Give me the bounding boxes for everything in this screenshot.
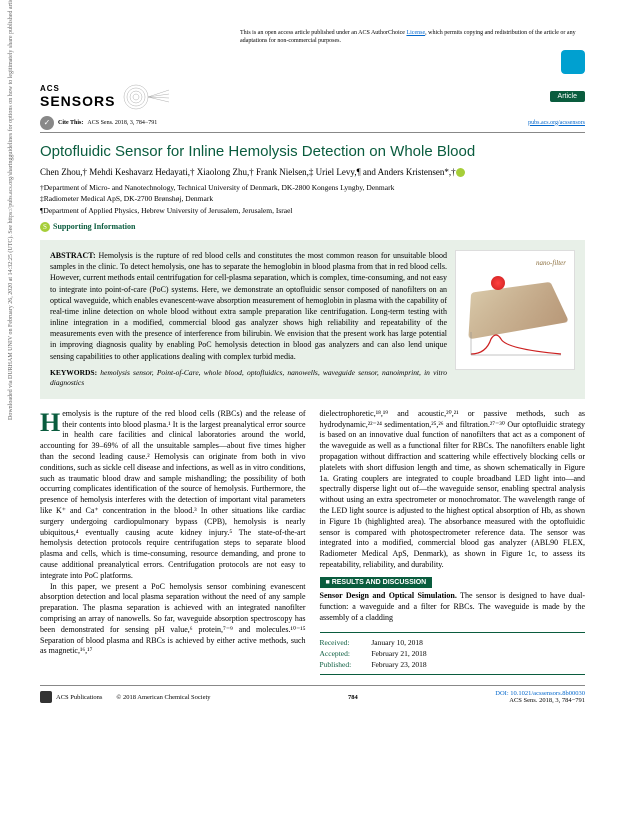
publication-dates: Received: January 10, 2018 Accepted: Feb… [320,632,586,676]
journal-logo: ACS SENSORS [40,82,171,112]
article-title: Optofluidic Sensor for Inline Hemolysis … [40,143,585,160]
abstract-box: ABSTRACT: Hemolysis is the rupture of re… [40,240,585,399]
body-column-left: Hemolysis is the rupture of the red bloo… [40,409,306,676]
license-notice: This is an open access article published… [240,30,585,46]
sensors-graphic-icon [121,82,171,112]
download-attribution: Downloaded via DURHAM UNIV on February 2… [8,120,14,420]
cite-prefix: Cite This: [58,120,83,126]
affiliations: †Department of Micro- and Nanotechnology… [40,182,585,216]
supporting-icon: S [40,222,50,232]
page-number: 784 [348,694,358,701]
access-badge [561,50,585,74]
cite-icon[interactable]: ✓ [40,116,54,130]
section-header-results: ■ RESULTS AND DISCUSSION [320,577,433,588]
body-column-right: dielectrophoretic,¹⁸,¹⁹ and acoustic,²⁰,… [320,409,586,676]
page-footer: ACS Publications © 2018 American Chemica… [40,685,585,704]
acs-publications-icon [40,691,52,703]
citation-text: ACS Sens. 2018, 3, 784−791 [87,120,157,126]
graphical-abstract: nano-filter [455,250,575,370]
journal-url-link[interactable]: pubs.acs.org/acssensors [528,120,585,126]
doi-link[interactable]: DOI: 10.1021/acssensors.8b00030 [495,690,585,697]
author-list: Chen Zhou,† Mehdi Keshavarz Hedayati,† X… [40,166,585,179]
license-link[interactable]: License [406,30,425,36]
orcid-icon[interactable] [456,168,465,177]
article-type-badge: Article [550,91,585,102]
supporting-info-link[interactable]: SSupporting Information [40,222,585,232]
